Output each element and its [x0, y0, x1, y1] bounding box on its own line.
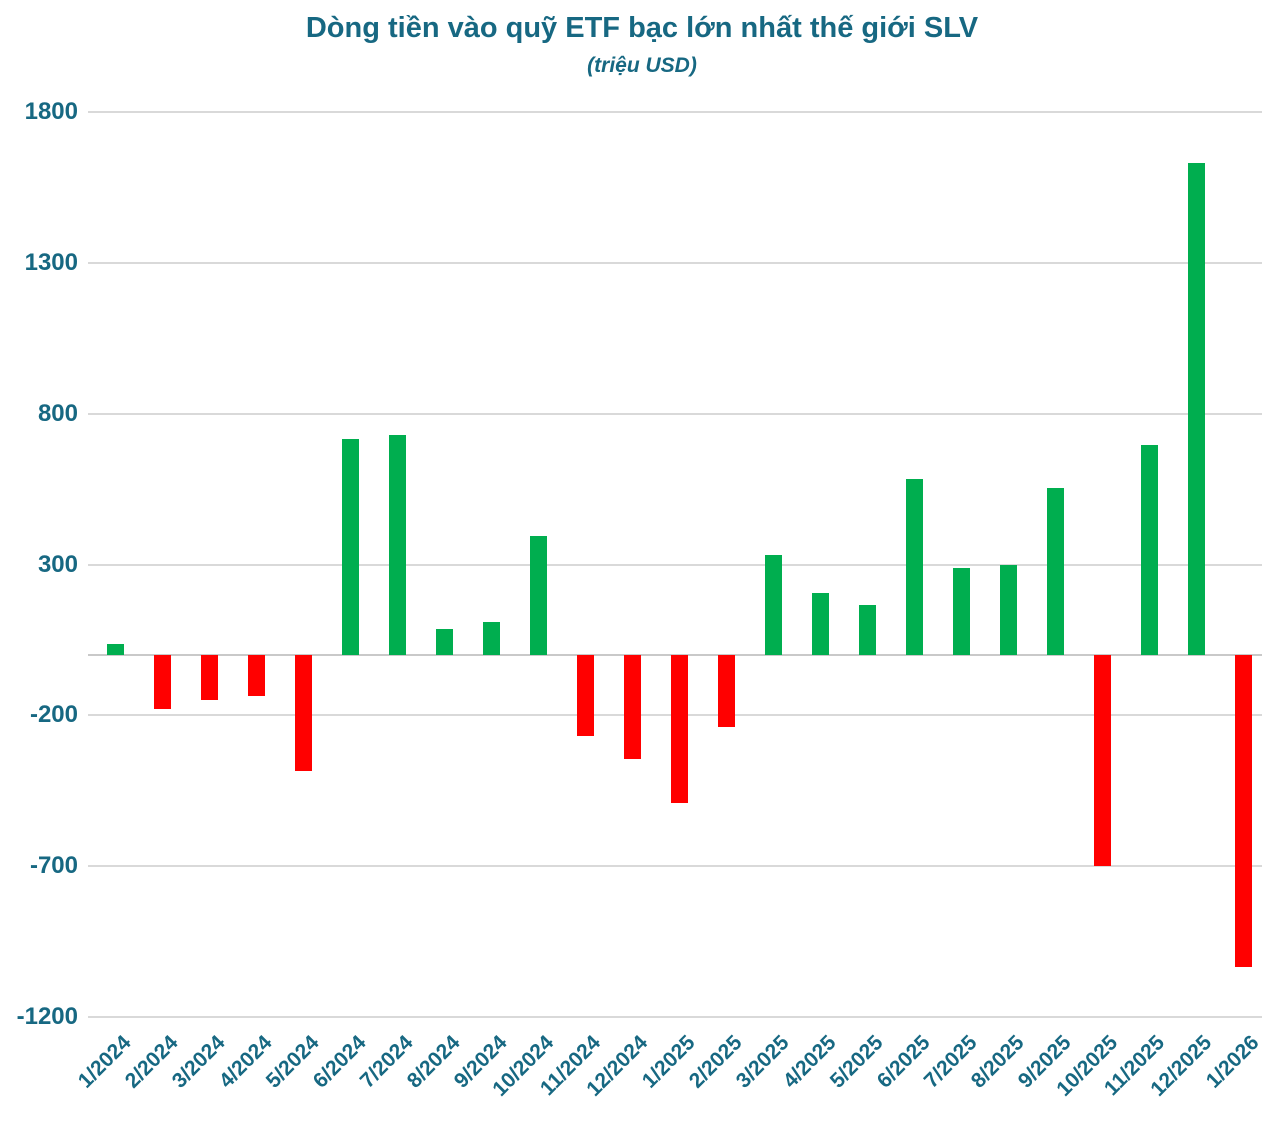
x-axis-label-6-2025: 6/2025 [872, 1031, 935, 1093]
x-axis-label-8-2024: 8/2024 [402, 1031, 465, 1093]
bar-3-2024 [200, 655, 218, 701]
x-axis-label-7-2024: 7/2024 [355, 1031, 418, 1093]
bar-12-2024 [623, 655, 641, 760]
x-axis-label-3-2024: 3/2024 [167, 1031, 230, 1093]
bar-4-2025 [811, 593, 829, 655]
y-axis-label-1300: 1300 [24, 248, 78, 276]
bar-10-2024 [529, 535, 547, 655]
chart-title: Dòng tiền vào quỹ ETF bạc lớn nhất thế g… [305, 12, 979, 44]
x-axis-label-5-2025: 5/2025 [825, 1031, 888, 1093]
x-axis-label-5-2024: 5/2024 [261, 1031, 324, 1093]
x-axis-label-1-2025: 1/2025 [637, 1031, 700, 1093]
x-axis-label-6-2024: 6/2024 [308, 1031, 371, 1093]
gridline-800 [88, 412, 1262, 415]
bar-6-2025 [905, 478, 923, 655]
y-axis-label-300: 300 [37, 550, 78, 578]
bar-1-2026 [1234, 655, 1252, 968]
bar-7-2025 [952, 567, 970, 655]
bar-1-2024 [106, 644, 124, 655]
x-axis-label-7-2025: 7/2025 [919, 1031, 982, 1093]
y-axis-label-800: 800 [37, 399, 78, 427]
bar-7-2024 [388, 434, 406, 655]
bar-4-2024 [247, 655, 265, 696]
x-axis-label-2-2024: 2/2024 [120, 1031, 183, 1093]
y-axis-label--700: -700 [29, 852, 78, 880]
bar-1-2025 [670, 655, 688, 803]
gridline--700 [88, 865, 1262, 868]
bar-9-2025 [1046, 487, 1064, 655]
gridline-1800 [88, 111, 1262, 113]
x-axis-label-2-2025: 2/2025 [684, 1031, 747, 1093]
x-axis-label-4-2025: 4/2025 [778, 1031, 841, 1093]
x-axis-label-8-2025: 8/2025 [966, 1031, 1029, 1093]
gridline--1200 [88, 1016, 1262, 1018]
bar-11-2025 [1140, 445, 1158, 655]
bar-5-2025 [858, 605, 876, 655]
bar-8-2024 [435, 629, 453, 655]
bar-2-2024 [153, 655, 171, 710]
bar-3-2025 [764, 555, 782, 655]
bar-12-2025 [1187, 163, 1205, 655]
y-axis-label--200: -200 [29, 701, 78, 729]
x-axis-label-3-2025: 3/2025 [731, 1031, 794, 1093]
y-axis-label--1200: -1200 [16, 1003, 78, 1030]
gridline-300 [88, 563, 1262, 566]
bar-2-2025 [717, 655, 735, 728]
bar-11-2024 [576, 655, 594, 737]
x-axis-label-1-2026: 1/2026 [1201, 1031, 1264, 1093]
bar-5-2024 [294, 655, 312, 772]
x-axis-label-4-2024: 4/2024 [214, 1031, 277, 1093]
bar-9-2024 [482, 621, 500, 655]
bar-10-2025 [1093, 655, 1111, 867]
bar-6-2024 [341, 439, 359, 655]
gridline-1300 [88, 261, 1262, 264]
chart-subtitle: (triệu USD) [587, 54, 697, 77]
y-axis-label-1800: 1800 [24, 98, 78, 125]
x-axis-label-1-2024: 1/2024 [73, 1031, 136, 1093]
bar-8-2025 [999, 564, 1017, 655]
